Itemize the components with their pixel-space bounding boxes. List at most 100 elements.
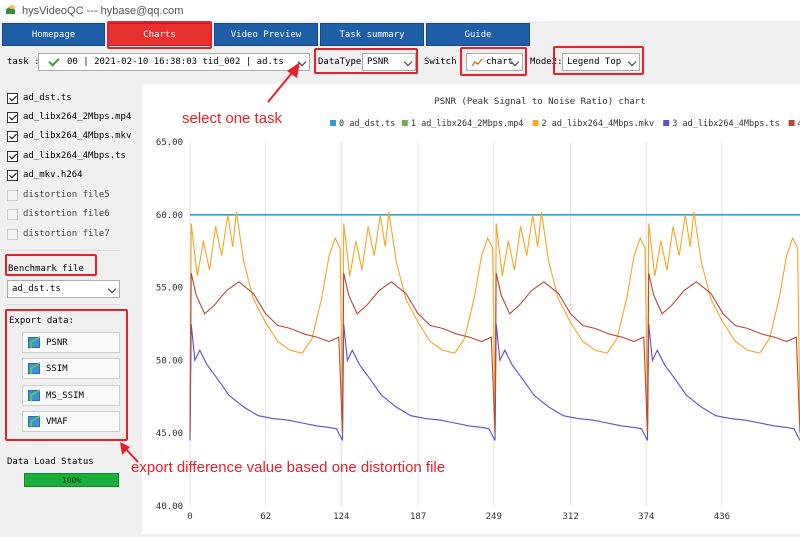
file-checkbox-2[interactable]: ad_libx264_4Mbps.mkv [7, 128, 131, 144]
data-load-progress: 100% [24, 473, 119, 487]
export-button-label: VMAF [46, 416, 68, 427]
legend-label: 4 ad_mkv.h264 [798, 119, 800, 129]
data-load-status-label: Data Load Status [7, 457, 94, 467]
chart-toolbar: task : 00 | 2021-02-10 16:38:03 tid_002 … [0, 48, 800, 78]
benchmark-select[interactable]: ad_dst.ts [7, 280, 120, 298]
checkbox[interactable] [7, 92, 18, 104]
switch-select[interactable]: chart [466, 53, 523, 71]
main-tabbar: Homepage Charts Video Preview Task summa… [0, 21, 800, 48]
file-checkbox-4[interactable]: ad_mkv.h264 [7, 167, 83, 183]
file-label: ad_libx264_4Mbps.ts [23, 151, 126, 161]
file-checkbox-1[interactable]: ad_libx264_2Mbps.mp4 [7, 109, 131, 125]
x-axis: 0 62 124 187 249 312 374 436 [187, 512, 730, 522]
checkbox[interactable] [7, 228, 18, 240]
checkbox[interactable] [7, 130, 18, 142]
legend-label: 2 ad_libx264_4Mbps.mkv [542, 119, 655, 129]
x-tick-label: 124 [333, 512, 349, 522]
datatype-label: DataType: [318, 57, 367, 67]
x-tick-label: 0 [187, 512, 192, 522]
legend-label: 0 ad_dst.ts [339, 119, 395, 129]
tab-homepage[interactable]: Homepage [2, 23, 105, 46]
legend-swatch [401, 120, 408, 126]
file-checkbox-5[interactable]: distortion file5 [7, 187, 110, 203]
tab-task-summary[interactable]: Task summary [320, 23, 424, 46]
file-label: ad_libx264_2Mbps.mp4 [23, 112, 132, 122]
file-checkbox-0[interactable]: ad_dst.ts [7, 90, 72, 106]
datatype-select[interactable]: PSNR [362, 53, 416, 71]
export-button-label: PSNR [46, 337, 68, 348]
x-tick-label: 374 [638, 512, 654, 522]
progress-text: 100% [61, 475, 82, 485]
series-line-3 [189, 323, 800, 441]
export-chart-icon [28, 363, 40, 374]
y-tick-label: 60.00 [156, 211, 183, 221]
annotation-export-note: export difference value based one distor… [131, 459, 446, 476]
legend-swatch [788, 120, 795, 126]
checkbox[interactable] [7, 189, 18, 201]
mode-label: Mode2: [530, 57, 563, 67]
x-tick-label: 62 [260, 512, 271, 522]
legend-swatch [532, 120, 539, 126]
annotation-select-task: select one task [182, 110, 283, 127]
switch-select-value: chart [486, 57, 514, 67]
legend-label: 3 ad_libx264_4Mbps.ts [672, 119, 779, 129]
file-checkbox-7[interactable]: distortion file7 [7, 226, 110, 242]
tab-video-preview[interactable]: Video Preview [214, 23, 318, 46]
file-panel: ad_dst.ts ad_libx264_2Mbps.mp4 ad_libx26… [0, 84, 131, 534]
export-ssim-button[interactable]: SSIM [22, 358, 120, 379]
tab-guide[interactable]: Guide [426, 23, 530, 46]
chart-panel: PSNR (Peak Signal to Noise Ratio) chart … [142, 84, 800, 534]
checkbox[interactable] [7, 150, 18, 162]
export-psnr-button[interactable]: PSNR [22, 332, 120, 353]
benchmark-select-value: ad_dst.ts [12, 284, 61, 294]
divider [7, 304, 120, 305]
y-axis: 40.00 45.00 50.00 55.00 60.00 65.00 [156, 138, 183, 512]
file-checkbox-6[interactable]: distortion file6 [7, 206, 110, 222]
chart-icon [471, 58, 483, 66]
export-button-label: SSIM [46, 363, 68, 374]
y-tick-label: 45.00 [156, 429, 183, 439]
datatype-select-value: PSNR [367, 57, 389, 67]
x-tick-label: 249 [486, 512, 502, 522]
task-select-value: 00 | 2021-02-10 16:38:03 tid_002 | ad.ts [67, 57, 284, 67]
file-label: distortion file7 [23, 229, 110, 239]
task-label: task : [7, 57, 40, 67]
window-title: hysVideoQC --- hybase@qq.com [22, 4, 184, 17]
app-logo-icon [6, 5, 17, 16]
file-label: distortion file5 [23, 190, 110, 200]
chart-legend: 0 ad_dst.ts 1 ad_libx264_2Mbps.mp4 2 ad_li… [330, 119, 800, 129]
checkbox[interactable] [7, 208, 18, 220]
y-tick-label: 55.00 [156, 284, 183, 294]
arrow-to-export [120, 442, 139, 463]
x-tick-label: 312 [563, 512, 579, 522]
series-line-4 [189, 272, 800, 434]
mode-select-value: Legend Top [567, 57, 622, 67]
y-tick-label: 65.00 [156, 138, 183, 148]
psnr-chart: PSNR (Peak Signal to Noise Ratio) chart … [156, 97, 800, 522]
file-checkbox-3[interactable]: ad_libx264_4Mbps.ts [7, 148, 126, 164]
benchmark-label: Benchmark file [8, 264, 84, 274]
legend-swatch [330, 120, 336, 126]
export-button-label: MS_SSIM [46, 390, 84, 401]
legend-label: 1 ad_libx264_2Mbps.mp4 [411, 119, 524, 129]
file-label: ad_dst.ts [23, 93, 72, 103]
legend-swatch [663, 120, 670, 126]
file-label: ad_libx264_4Mbps.mkv [23, 131, 132, 141]
file-label: distortion file6 [23, 209, 110, 219]
export-vmaf-button[interactable]: VMAF [22, 411, 120, 432]
task-select[interactable]: 00 | 2021-02-10 16:38:03 tid_002 | ad.ts [38, 53, 310, 71]
window-titlebar: hysVideoQC --- hybase@qq.com [0, 0, 800, 21]
x-tick-label: 187 [410, 512, 426, 522]
file-label: ad_mkv.h264 [23, 170, 83, 180]
export-label: Export data: [9, 316, 75, 326]
export-ms-ssim-button[interactable]: MS_SSIM [22, 385, 120, 406]
switch-label: Switch [424, 57, 457, 67]
checkbox[interactable] [7, 169, 18, 181]
checkbox[interactable] [7, 111, 18, 123]
chart-title: PSNR (Peak Signal to Noise Ratio) chart [434, 97, 645, 107]
mode-select[interactable]: Legend Top [562, 53, 640, 71]
export-chart-icon [28, 390, 40, 401]
export-chart-icon [28, 416, 40, 427]
arrow-to-task-select [267, 62, 300, 103]
